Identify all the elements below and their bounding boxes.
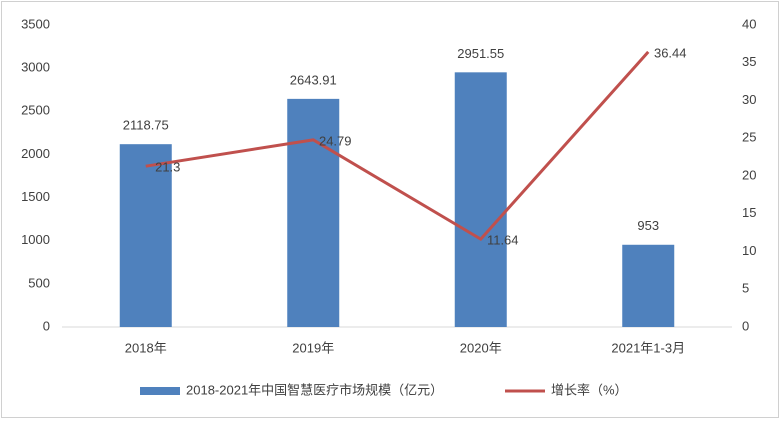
bar-value-label: 2951.55 (457, 46, 504, 61)
bar (287, 98, 340, 327)
bar-value-label: 2643.91 (290, 72, 337, 87)
x-tick-label: 2018年 (125, 340, 167, 355)
bar-value-label: 2118.75 (123, 118, 169, 133)
y2-tick-label: 10 (742, 243, 756, 258)
y-tick-label: 3500 (21, 16, 50, 31)
y2-tick-label: 15 (742, 205, 756, 220)
x-tick-label: 2019年 (292, 340, 334, 355)
bar (622, 244, 675, 327)
y2-tick-label: 30 (742, 92, 756, 107)
line-value-label: 21.3 (155, 160, 180, 175)
y-tick-label: 500 (28, 275, 50, 290)
x-tick-label: 2020年 (460, 340, 502, 355)
y2-tick-label: 20 (742, 167, 756, 182)
bar (454, 72, 507, 328)
line-value-label: 11.64 (487, 233, 519, 248)
y-tick-label: 2500 (21, 103, 50, 118)
y2-tick-label: 25 (742, 130, 756, 145)
y-tick-label: 3000 (21, 60, 50, 75)
y2-tick-label: 40 (742, 16, 756, 31)
y2-tick-label: 5 (742, 281, 749, 296)
y-tick-label: 0 (43, 318, 50, 333)
y-tick-label: 2000 (21, 146, 50, 161)
bar (119, 144, 172, 327)
legend-swatch (140, 387, 180, 395)
y2-tick-label: 35 (742, 54, 756, 69)
legend-label: 增长率（%） (551, 382, 628, 397)
x-tick-label: 2021年1-3月 (611, 340, 685, 355)
line-value-label: 24.79 (319, 133, 352, 148)
y2-tick-label: 0 (742, 318, 749, 333)
line-value-label: 36.44 (654, 45, 687, 60)
line (145, 50, 650, 242)
y-tick-label: 1500 (21, 189, 50, 204)
bar-value-label: 953 (637, 218, 659, 233)
y-tick-label: 1000 (21, 232, 50, 247)
legend-label: 2018-2021年中国智慧医疗市场规模（亿元） (186, 382, 443, 397)
